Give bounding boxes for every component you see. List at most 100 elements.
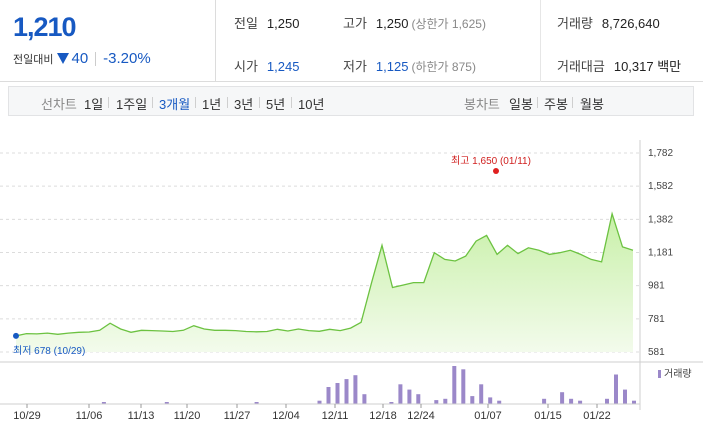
amount-label: 거래대금 [557, 59, 605, 74]
current-price: 1,210 [13, 12, 77, 42]
x-tick-label: 12/18 [369, 410, 397, 422]
y-tick-label: 1,782 [648, 148, 673, 159]
price-chart: 1,782 1,582 1,382 1,181 981 781 581 최고 1,650 (0… [0, 140, 703, 422]
y-tick-label: 1,382 [648, 214, 673, 225]
x-tick-label: 12/04 [272, 410, 300, 422]
period-3y[interactable]: 3년 [234, 97, 254, 112]
low-marker [13, 332, 19, 339]
volume-bar [344, 379, 349, 404]
period-1y[interactable]: 1년 [202, 97, 222, 112]
open-value: 1,245 [266, 59, 300, 74]
candle-weekly[interactable]: 주봉 [544, 97, 568, 112]
prev-close-value: 1,250 [266, 16, 300, 31]
volume-bar [605, 398, 609, 404]
stat-low: 저가 1,125 (하한가 875) [343, 56, 476, 75]
stat-divider [540, 0, 541, 82]
volume-bar [479, 384, 484, 404]
volume-bar [623, 389, 627, 404]
volume-bar [632, 400, 636, 404]
y-tick-label: 781 [648, 314, 665, 325]
period-divider [259, 97, 260, 108]
period-divider [152, 97, 153, 108]
period-5y[interactable]: 5년 [266, 97, 286, 112]
volume-bar [542, 398, 547, 404]
open-label: 시가 [234, 59, 258, 74]
period-3m[interactable]: 3개월 [159, 97, 191, 112]
candle-daily[interactable]: 일봉 [509, 97, 533, 112]
candle-chart-label: 봉차트 [464, 97, 500, 112]
low-value: 1,125 [375, 59, 409, 74]
volume-bar [497, 400, 502, 404]
volume-value: 8,726,640 [601, 16, 660, 31]
volume-bar [470, 396, 475, 404]
y-tick-label: 1,181 [648, 248, 673, 259]
candle-monthly[interactable]: 월봉 [580, 97, 604, 112]
x-tick-label: 12/24 [407, 410, 435, 422]
volume-bar [317, 400, 322, 404]
period-1w[interactable]: 1주일 [116, 97, 148, 112]
volume-bar [335, 383, 340, 404]
change-row: 전일대비 40 -3.20% [13, 50, 151, 67]
price-box: 1,210 전일대비 40 -3.20% [0, 0, 216, 82]
period-10y[interactable]: 10년 [298, 97, 325, 112]
price-line [15, 211, 634, 337]
stat-prev-close: 전일 1,250 [234, 13, 299, 32]
period-divider [537, 97, 538, 108]
period-divider [291, 97, 292, 108]
period-divider [108, 97, 109, 108]
volume-bar [164, 402, 169, 404]
summary-panel: 1,210 전일대비 40 -3.20% 전일 1,250 고가 1,250 (상한가… [0, 0, 703, 82]
volume-legend-swatch [658, 370, 661, 378]
stat-volume: 거래량 8,726,640 [557, 13, 660, 32]
stat-high: 고가 1,250 (상한가 1,625) [343, 13, 486, 32]
volume-bar [461, 369, 466, 404]
volume-bar [614, 374, 618, 404]
x-tick-label: 11/27 [224, 410, 251, 422]
volume-label: 거래량 [557, 16, 593, 31]
volume-bar [353, 375, 358, 404]
line-chart-label: 선차트 [41, 97, 77, 112]
x-tick-label: 10/29 [13, 410, 41, 422]
change-rate: -3.20% [103, 50, 151, 67]
high-value: 1,250 [375, 16, 409, 31]
volume-bar [569, 398, 574, 404]
y-tick-label: 981 [648, 281, 665, 292]
down-arrow-icon [57, 53, 70, 64]
volume-bar [101, 402, 106, 404]
change-label: 전일대비 [13, 53, 54, 66]
period-divider [195, 97, 196, 108]
change-separator [95, 51, 97, 66]
volume-bar [326, 387, 331, 404]
x-tick-label: 01/22 [583, 410, 611, 422]
volume-bar [452, 366, 457, 404]
x-tick-label: 11/06 [76, 410, 103, 422]
volume-bar [560, 392, 565, 404]
x-tick-label: 01/15 [534, 410, 562, 422]
low-label: 저가 [343, 59, 367, 74]
amount-value: 10,317 백만 [613, 59, 682, 74]
volume-bar [362, 394, 367, 404]
volume-bar [407, 389, 412, 404]
prev-close-label: 전일 [234, 16, 258, 31]
x-tick-label: 11/13 [128, 410, 155, 422]
stat-open: 시가 1,245 [234, 56, 299, 75]
volume-bar [254, 402, 259, 404]
volume-bar [416, 394, 421, 404]
low-annotation: 최저 678 (10/29) [13, 345, 85, 357]
x-tick-label: 01/07 [474, 410, 502, 422]
period-divider [572, 97, 573, 108]
high-marker [493, 168, 499, 174]
period-divider [227, 97, 228, 108]
price-area [16, 213, 633, 352]
volume-bar [443, 398, 448, 404]
x-tick-label: 11/20 [174, 410, 201, 422]
stat-amount: 거래대금 10,317 백만 [557, 56, 681, 75]
volume-bar [398, 384, 403, 404]
upper-limit: (상한가 1,625) [411, 17, 486, 31]
volume-bar [389, 402, 394, 404]
volume-legend-label: 거래량 [664, 368, 692, 380]
change-value: 40 [71, 50, 89, 67]
volume-bar [434, 400, 439, 404]
period-bar: 선차트 1일 1주일 3개월 1년 3년 5년 10년 봉차트 일봉 주봉 월봉 [8, 86, 694, 116]
period-1d[interactable]: 1일 [84, 97, 104, 112]
